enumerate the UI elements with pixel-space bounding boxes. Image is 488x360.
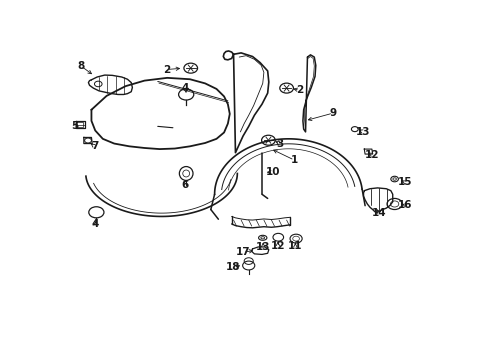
Text: 15: 15 (397, 177, 412, 187)
Text: 14: 14 (371, 208, 386, 219)
Text: 16: 16 (397, 200, 412, 210)
Text: 7: 7 (91, 141, 98, 151)
Text: 4: 4 (91, 219, 99, 229)
Text: 13: 13 (255, 242, 270, 252)
Text: 11: 11 (287, 241, 302, 251)
Text: 6: 6 (181, 180, 188, 190)
Text: 12: 12 (364, 150, 378, 159)
Text: 9: 9 (329, 108, 336, 118)
Text: 1: 1 (290, 155, 298, 165)
Text: 2: 2 (296, 85, 303, 95)
Text: 2: 2 (163, 64, 170, 75)
Text: 3: 3 (276, 139, 283, 149)
Text: 12: 12 (270, 241, 285, 251)
Text: 10: 10 (265, 167, 280, 177)
Text: 5: 5 (71, 121, 78, 131)
Text: 18: 18 (226, 262, 240, 272)
Text: 13: 13 (356, 127, 370, 137)
Text: 8: 8 (77, 61, 84, 71)
Text: 17: 17 (235, 247, 250, 257)
Text: 4: 4 (182, 83, 189, 93)
